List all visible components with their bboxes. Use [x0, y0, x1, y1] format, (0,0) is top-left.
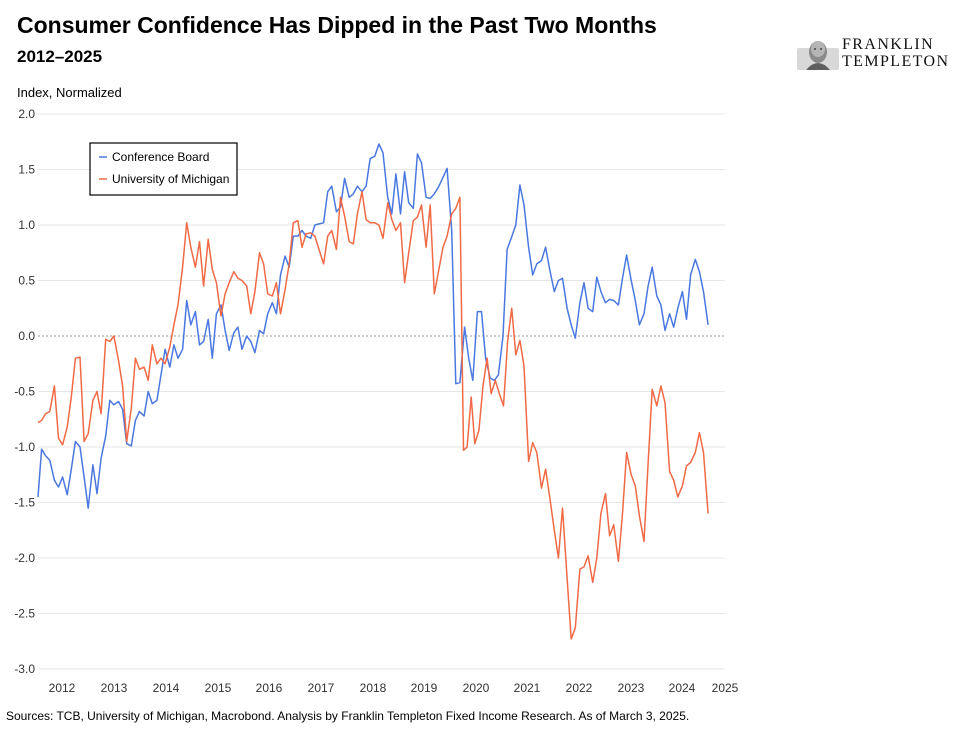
y-tick-label: 0.0 — [18, 329, 35, 343]
legend-label-michigan: University of Michigan — [112, 172, 229, 186]
x-tick-label: 2015 — [205, 681, 232, 695]
x-tick-label: 2016 — [256, 681, 283, 695]
y-axis-label: Index, Normalized — [17, 85, 122, 100]
y-tick-label: 2.0 — [18, 107, 35, 121]
y-tick-label: -1.5 — [14, 496, 35, 510]
source-note: Sources: TCB, University of Michigan, Ma… — [6, 709, 690, 723]
series-line-michigan — [37, 190, 709, 640]
x-tick-label: 2024 — [669, 681, 696, 695]
chart-subtitle: 2012–2025 — [17, 47, 103, 66]
logo-wordmark: FRANKLIN TEMPLETON — [842, 36, 949, 70]
gridlines — [38, 113, 725, 670]
x-tick-label: 2012 — [49, 681, 76, 695]
x-tick-label: 2014 — [153, 681, 180, 695]
x-tick-label: 2017 — [308, 681, 335, 695]
x-tick-label: 2018 — [360, 681, 387, 695]
series-lines — [37, 143, 709, 640]
y-tick-label: -3.0 — [14, 662, 35, 676]
y-tick-label: -2.5 — [14, 607, 35, 621]
y-tick-label: -1.0 — [14, 440, 35, 454]
x-tick-label: 2013 — [101, 681, 128, 695]
y-tick-label: -2.0 — [14, 551, 35, 565]
y-tick-label: 1.0 — [18, 218, 35, 232]
franklin-templeton-logo: FRANKLIN TEMPLETON — [797, 36, 957, 76]
legend: Conference Board University of Michigan — [89, 142, 238, 196]
y-tick-labels: 2.0 1.5 1.0 0.5 0.0 -0.5 -1.0 -1.5 -2.0 -2.5 -3.0 — [14, 107, 35, 676]
x-tick-label: 2023 — [618, 681, 645, 695]
portrait-seal-icon — [797, 41, 839, 70]
series-line-conference-board — [37, 143, 709, 509]
y-tick-label: 1.5 — [18, 163, 35, 177]
legend-box — [89, 142, 238, 196]
x-tick-label: 2025 — [712, 681, 739, 695]
logo-line-franklin: FRANKLIN — [842, 36, 935, 53]
logo-line-templeton: TEMPLETON — [842, 53, 950, 70]
legend-label-conference-board: Conference Board — [112, 150, 209, 164]
x-tick-label: 2020 — [463, 681, 490, 695]
y-tick-label: -0.5 — [14, 385, 35, 399]
x-tick-label: 2019 — [411, 681, 438, 695]
x-tick-label: 2021 — [514, 681, 541, 695]
x-tick-labels: 2012 2013 2014 2015 2016 2017 2018 2019 2020 2021… — [49, 681, 739, 695]
y-tick-label: 0.5 — [18, 274, 35, 288]
chart-title: Consumer Confidence Has Dipped in the Pa… — [17, 12, 657, 38]
x-tick-label: 2022 — [566, 681, 593, 695]
